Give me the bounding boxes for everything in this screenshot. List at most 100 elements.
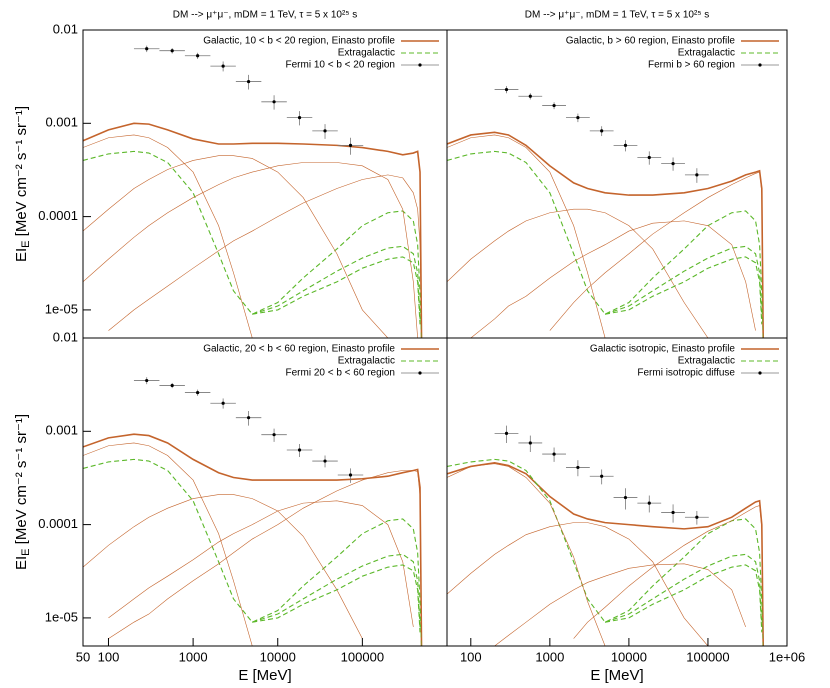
legend-label: Extragalactic bbox=[338, 356, 395, 367]
x-tick-label: 1e+06 bbox=[769, 649, 806, 664]
data-point bbox=[246, 416, 251, 420]
data-point bbox=[272, 433, 276, 437]
data-point bbox=[528, 441, 532, 445]
y-tick-label: 0.0001 bbox=[38, 516, 78, 531]
y-tick-label: 1e-05 bbox=[45, 609, 78, 624]
data-point bbox=[671, 161, 675, 166]
series-line bbox=[108, 470, 422, 646]
plot-area bbox=[83, 45, 423, 338]
data-point bbox=[576, 465, 580, 470]
data-point bbox=[695, 173, 699, 177]
legend-label: Fermi 10 < b < 20 region bbox=[285, 60, 395, 71]
series-line bbox=[83, 162, 418, 338]
legend-label: Extragalactic bbox=[678, 356, 735, 367]
chart-title: DM --> μ⁺μ⁻, mDM = 1 TeV, τ = 5 x 10²⁵ s bbox=[525, 10, 709, 21]
data-point bbox=[170, 49, 174, 53]
data-point bbox=[528, 94, 532, 98]
series-line bbox=[447, 150, 764, 338]
plot-area bbox=[83, 377, 423, 646]
series-line bbox=[549, 171, 764, 338]
y-axis-label-main: EI bbox=[13, 248, 30, 262]
data-point bbox=[647, 155, 651, 160]
series-line bbox=[447, 522, 709, 646]
data-point bbox=[552, 103, 556, 108]
y-axis-label-main: EI bbox=[13, 556, 30, 570]
series-line bbox=[108, 500, 414, 627]
series-line bbox=[83, 458, 423, 646]
data-point bbox=[196, 390, 200, 395]
data-point bbox=[576, 116, 580, 120]
x-tick-label: 1000 bbox=[535, 649, 564, 664]
data-point bbox=[196, 54, 200, 58]
legend-label: Fermi b > 60 region bbox=[648, 60, 735, 71]
y-axis-label-sub: E bbox=[20, 549, 32, 556]
data-point bbox=[600, 474, 604, 478]
y-axis-label: EIE [MeV cm⁻² s⁻¹ sr⁻¹] bbox=[13, 414, 32, 570]
plot-area bbox=[447, 425, 764, 646]
y-axis-label-unit: [MeV cm⁻² s⁻¹ sr⁻¹] bbox=[13, 414, 30, 549]
data-point bbox=[504, 431, 509, 435]
data-point bbox=[623, 143, 628, 147]
x-tick-label: 1000 bbox=[179, 649, 208, 664]
series-line bbox=[470, 220, 756, 338]
data-point bbox=[552, 452, 556, 456]
x-tick-label: 100 bbox=[460, 649, 482, 664]
legend-label: Extragalactic bbox=[678, 48, 735, 59]
series-line bbox=[83, 122, 423, 338]
series-line bbox=[447, 463, 606, 646]
legend-label: Galactic isotropic, Einasto profile bbox=[590, 344, 736, 355]
legend-swatch-point bbox=[758, 63, 762, 67]
series-line bbox=[447, 134, 606, 338]
legend-label: Galactic, 20 < b < 60 region, Einasto pr… bbox=[203, 344, 395, 355]
y-tick-label: 1e-05 bbox=[45, 301, 78, 316]
y-axis-label: EIE [MeV cm⁻² s⁻¹ sr⁻¹] bbox=[13, 106, 32, 262]
series-line bbox=[83, 494, 363, 639]
y-tick-label: 0.001 bbox=[45, 423, 78, 438]
y-tick-label: 0.01 bbox=[53, 329, 78, 344]
series-line bbox=[83, 150, 423, 338]
y-tick-label: 0.0001 bbox=[38, 208, 78, 223]
legend-label: Galactic, b > 60 region, Einasto profile bbox=[566, 36, 736, 47]
data-point bbox=[170, 383, 174, 388]
panel: DM --> μ⁺μ⁻, mDM = 1 TeV, τ = 5 x 10²⁵ s… bbox=[13, 10, 448, 339]
data-point bbox=[504, 87, 509, 92]
data-point bbox=[348, 473, 353, 477]
panel-frame bbox=[446, 337, 788, 647]
series-line bbox=[252, 564, 421, 633]
legend-swatch-point bbox=[758, 371, 762, 375]
data-point bbox=[600, 129, 604, 133]
series-line bbox=[447, 461, 764, 646]
legend-label: Galactic, 10 < b < 20 region, Einasto pr… bbox=[203, 36, 395, 47]
data-point bbox=[623, 495, 628, 500]
data-point bbox=[272, 100, 276, 104]
series-line bbox=[604, 245, 763, 319]
x-tick-label: 100000 bbox=[341, 649, 384, 664]
series-line bbox=[604, 553, 763, 627]
data-point bbox=[323, 459, 327, 463]
data-point bbox=[221, 64, 225, 68]
series-line bbox=[252, 553, 421, 627]
series-line bbox=[447, 131, 764, 338]
series-line bbox=[494, 563, 746, 646]
series-line bbox=[83, 155, 389, 338]
x-tick-label: 10000 bbox=[260, 649, 296, 664]
series-line bbox=[252, 256, 421, 325]
series-line bbox=[573, 505, 764, 646]
legend-swatch-point bbox=[418, 371, 422, 375]
data-point bbox=[695, 515, 699, 519]
series-line bbox=[447, 208, 709, 338]
panel: E [MeV] 100 1000 10000 100000 1e+06 Galactic i… bbox=[446, 337, 806, 684]
x-axis-label: E [MeV] bbox=[238, 667, 291, 684]
data-point bbox=[145, 47, 149, 51]
y-tick-label: 0.01 bbox=[53, 21, 78, 36]
data-point bbox=[671, 510, 675, 515]
panel: E [MeV] EIE [MeV cm⁻² s⁻¹ sr⁻¹] 0.01 0.001 0… bbox=[13, 329, 448, 684]
legend-label: Fermi isotropic diffuse bbox=[637, 368, 735, 379]
data-point bbox=[246, 79, 251, 84]
x-tick-label: 100000 bbox=[686, 649, 729, 664]
y-tick-label: 0.001 bbox=[45, 115, 78, 130]
legend-label: Extragalactic bbox=[338, 48, 395, 59]
data-point bbox=[145, 378, 149, 383]
data-point bbox=[221, 401, 225, 405]
x-axis-label: E [MeV] bbox=[590, 667, 643, 684]
